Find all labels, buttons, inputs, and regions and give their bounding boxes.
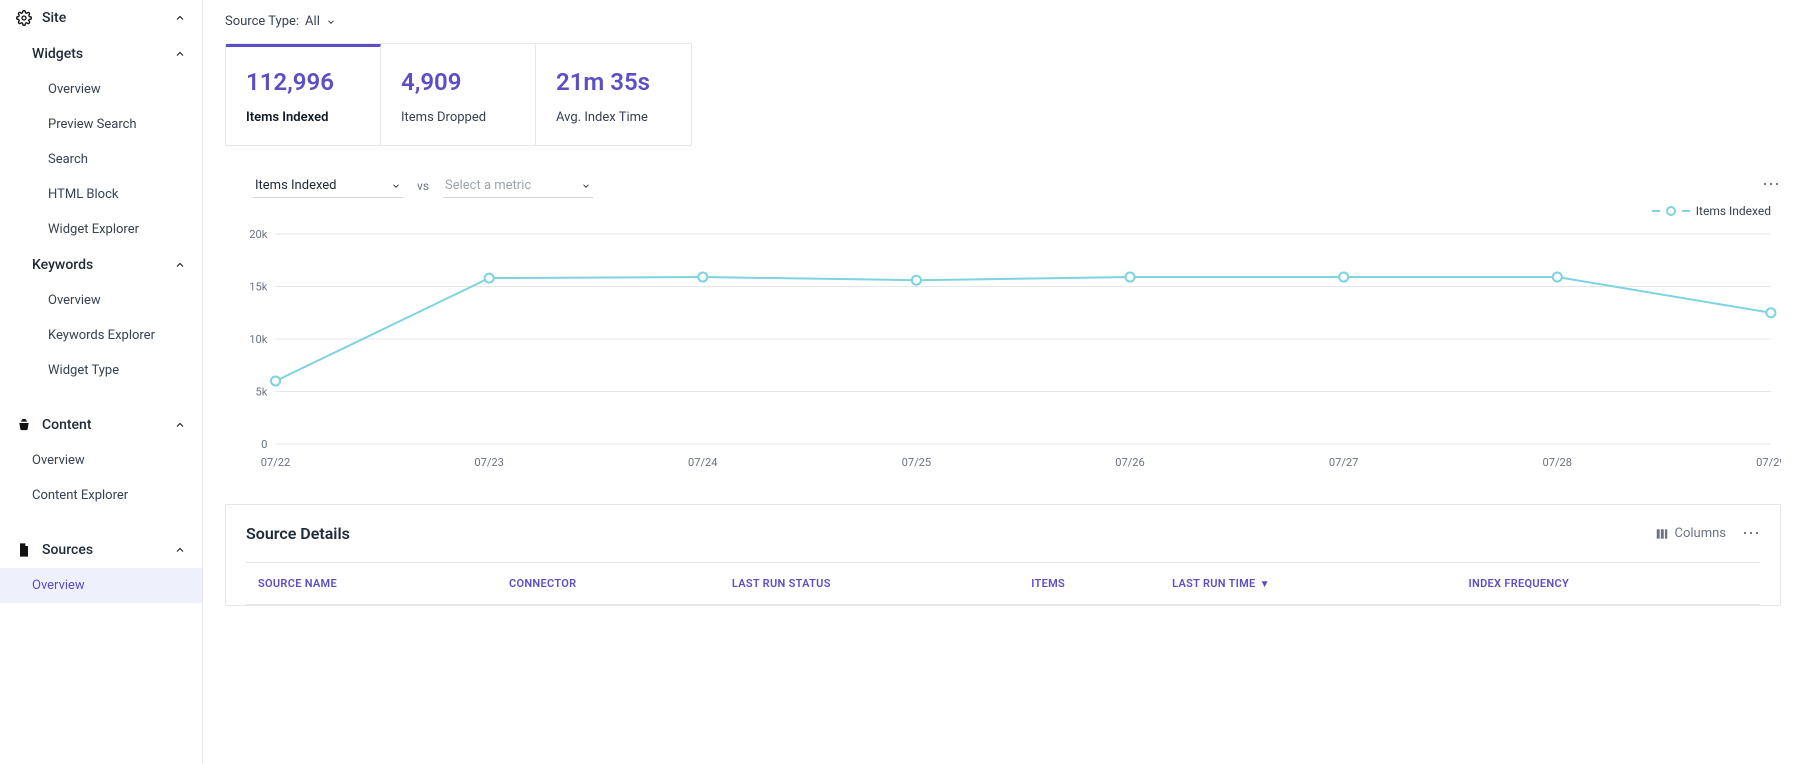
document-icon (16, 542, 32, 558)
sidebar-section-label: Site (42, 10, 66, 26)
sidebar-subsection-label: Keywords (32, 257, 93, 273)
svg-text:07/24: 07/24 (688, 456, 718, 469)
sidebar-subsection-widgets[interactable]: Widgets (0, 36, 202, 72)
svg-text:5k: 5k (256, 386, 268, 399)
metric-value: 112,996 (246, 68, 360, 96)
chevron-up-icon (174, 48, 186, 60)
sidebar-item[interactable]: Overview (0, 568, 202, 603)
sidebar-item[interactable]: Overview (0, 443, 202, 478)
metric-card[interactable]: 21m 35s Avg. Index Time (536, 44, 691, 145)
filter-prefix: Source Type: (225, 14, 299, 29)
sidebar-item[interactable]: Preview Search (0, 107, 202, 142)
source-details-panel: Source Details Columns ⋯ SOURCE NAMECONN… (225, 504, 1781, 606)
columns-icon (1655, 527, 1669, 541)
sidebar-section-label: Content (42, 417, 92, 433)
table-column-header[interactable]: SOURCE NAME (246, 563, 497, 605)
metric-value: 4,909 (401, 68, 515, 96)
sidebar-item[interactable]: Overview (0, 72, 202, 107)
chevron-up-icon (174, 259, 186, 271)
chart-block: Items Indexed vs Select a metric ⋯ Items… (225, 174, 1781, 474)
chevron-down-icon (326, 17, 336, 27)
svg-text:07/22: 07/22 (261, 456, 291, 469)
metric-cards: 112,996 Items Indexed 4,909 Items Dropped 21… (225, 43, 692, 146)
legend-label: Items Indexed (1696, 204, 1771, 218)
table-column-header[interactable]: LAST RUN TIME▼ (1160, 563, 1456, 605)
table-column-header[interactable]: INDEX FREQUENCY (1457, 563, 1760, 605)
svg-text:07/27: 07/27 (1329, 456, 1359, 469)
gear-icon (16, 10, 32, 26)
dropdown-placeholder: Select a metric (445, 178, 531, 193)
svg-text:07/29: 07/29 (1756, 456, 1781, 469)
svg-text:0: 0 (261, 438, 267, 451)
section-title: Source Details (246, 524, 350, 543)
chevron-up-icon (174, 544, 186, 556)
columns-button[interactable]: Columns (1655, 526, 1727, 541)
metric-card[interactable]: 112,996 Items Indexed (226, 44, 381, 145)
source-type-filter[interactable]: Source Type: All (225, 0, 1781, 43)
table-column-header[interactable]: ITEMS (1019, 563, 1160, 605)
svg-text:07/26: 07/26 (1115, 456, 1145, 469)
sidebar-item[interactable]: HTML Block (0, 177, 202, 212)
sidebar-section-site[interactable]: Site (0, 0, 202, 36)
legend-marker (1666, 206, 1676, 216)
sidebar: Site Widgets OverviewPreview SearchSearc… (0, 0, 203, 764)
chevron-up-icon (174, 12, 186, 24)
sidebar-subsection-label: Widgets (32, 46, 83, 62)
chevron-up-icon (174, 419, 186, 431)
basket-icon (16, 417, 32, 433)
sidebar-item[interactable]: Overview (0, 283, 202, 318)
sidebar-section-content[interactable]: Content (0, 407, 202, 443)
more-icon[interactable]: ⋯ (1762, 174, 1781, 195)
sidebar-item[interactable]: Widget Type (0, 353, 202, 388)
main-content: Source Type: All 112,996 Items Indexed 4,9… (203, 0, 1803, 764)
table-column-header[interactable]: LAST RUN STATUS (720, 563, 1019, 605)
dropdown-value: Items Indexed (255, 178, 337, 193)
sidebar-item[interactable]: Widget Explorer (0, 212, 202, 247)
sort-desc-icon: ▼ (1260, 579, 1270, 590)
chart-legend: Items Indexed (225, 198, 1781, 218)
metric-label: Items Indexed (246, 110, 360, 125)
svg-text:07/23: 07/23 (474, 456, 504, 469)
more-icon[interactable]: ⋯ (1742, 523, 1760, 544)
table-column-header[interactable]: CONNECTOR (497, 563, 720, 605)
source-details-table: SOURCE NAMECONNECTORLAST RUN STATUSITEMS… (246, 562, 1760, 605)
metric-a-dropdown[interactable]: Items Indexed (253, 174, 403, 198)
svg-text:07/28: 07/28 (1542, 456, 1572, 469)
sidebar-item[interactable]: Search (0, 142, 202, 177)
svg-text:15k: 15k (249, 281, 268, 294)
svg-text:20k: 20k (249, 228, 268, 241)
svg-text:07/25: 07/25 (902, 456, 932, 469)
vs-label: vs (417, 179, 429, 193)
svg-text:10k: 10k (249, 333, 268, 346)
metric-label: Items Dropped (401, 110, 515, 125)
sidebar-item[interactable]: Content Explorer (0, 478, 202, 513)
sidebar-section-sources[interactable]: Sources (0, 532, 202, 568)
sidebar-subsection-keywords[interactable]: Keywords (0, 247, 202, 283)
legend-line (1682, 210, 1690, 212)
metric-label: Avg. Index Time (556, 110, 671, 125)
columns-button-label: Columns (1675, 526, 1727, 541)
metric-b-dropdown[interactable]: Select a metric (443, 174, 593, 198)
chevron-down-icon (391, 181, 401, 191)
metric-value: 21m 35s (556, 68, 671, 96)
sidebar-item[interactable]: Keywords Explorer (0, 318, 202, 353)
line-chart: 0 5k 10k 15k 20k 07/22 07/23 07/24 07/25 07/26 07/… (225, 224, 1781, 474)
legend-line (1652, 210, 1660, 212)
filter-value: All (305, 14, 320, 29)
chevron-down-icon (581, 181, 591, 191)
sidebar-section-label: Sources (42, 542, 93, 558)
metric-card[interactable]: 4,909 Items Dropped (381, 44, 536, 145)
